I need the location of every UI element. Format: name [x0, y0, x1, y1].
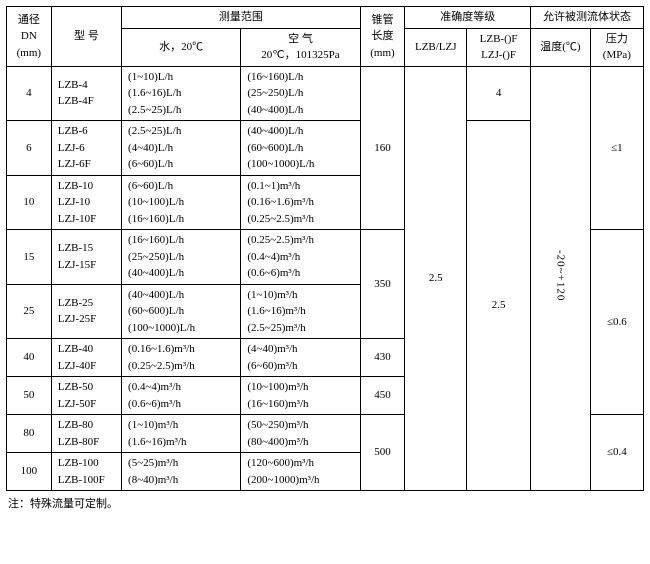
- cell-model: LZB-40LZJ-40F: [51, 339, 121, 377]
- th-acc1: LZB/LZJ: [405, 28, 467, 66]
- cell-len160: 160: [360, 66, 405, 230]
- cell-dn: 15: [7, 230, 52, 285]
- cell-press1: ≤1: [590, 66, 643, 230]
- cell-model: LZB-25LZJ-25F: [51, 284, 121, 339]
- cell-air: (0.25~2.5)m³/h(0.4~4)m³/h(0.6~6)m³/h: [241, 230, 360, 285]
- cell-acc-f-4: 4: [467, 66, 531, 121]
- cell-air: (40~400)L/h(60~600)L/h(100~1000)L/h: [241, 121, 360, 176]
- cell-air: (1~10)m³/h(1.6~16)m³/h(2.5~25)m³/h: [241, 284, 360, 339]
- cell-air: (0.1~1)m³/h(0.16~1.6)m³/h(0.25~2.5)m³/h: [241, 175, 360, 230]
- cell-len430: 430: [360, 339, 405, 377]
- cell-model: LZB-4LZB-4F: [51, 66, 121, 121]
- th-air: 空 气20℃，101325Pa: [241, 28, 360, 66]
- th-range: 测量范围: [122, 7, 361, 29]
- cell-dn: 25: [7, 284, 52, 339]
- cell-model: LZB-50LZJ-50F: [51, 377, 121, 415]
- cell-water: (40~400)L/h(60~600)L/h(100~1000)L/h: [122, 284, 241, 339]
- cell-len350: 350: [360, 230, 405, 339]
- cell-water: (0.4~4)m³/h(0.6~6)m³/h: [122, 377, 241, 415]
- cell-water: (0.16~1.6)m³/h(0.25~2.5)m³/h: [122, 339, 241, 377]
- cell-press06: ≤0.6: [590, 230, 643, 415]
- cell-air: (10~100)m³/h(16~160)m³/h: [241, 377, 360, 415]
- cell-air: (120~600)m³/h(200~1000)m³/h: [241, 453, 360, 491]
- th-fluid: 允许被测流体状态: [531, 7, 644, 29]
- cell-air: (4~40)m³/h(6~60)m³/h: [241, 339, 360, 377]
- cell-dn: 80: [7, 415, 52, 453]
- th-model: 型 号: [51, 7, 121, 67]
- header-row-1: 通径DN(mm) 型 号 测量范围 锥管长度(mm) 准确度等级 允许被测流体状…: [7, 7, 644, 29]
- cell-water: (1~10)L/h(1.6~16)L/h(2.5~25)L/h: [122, 66, 241, 121]
- cell-model: LZB-100LZB-100F: [51, 453, 121, 491]
- cell-len500: 500: [360, 415, 405, 491]
- th-accuracy: 准确度等级: [405, 7, 531, 29]
- spec-table: 通径DN(mm) 型 号 测量范围 锥管长度(mm) 准确度等级 允许被测流体状…: [6, 6, 644, 491]
- cell-model: LZB-6LZJ-6LZJ-6F: [51, 121, 121, 176]
- cell-water: (2.5~25)L/h(4~40)L/h(6~60)L/h: [122, 121, 241, 176]
- th-press: 压力(MPa): [590, 28, 643, 66]
- row-dn4: 4 LZB-4LZB-4F (1~10)L/h(1.6~16)L/h(2.5~2…: [7, 66, 644, 121]
- cell-model: LZB-10LZJ-10LZJ-10F: [51, 175, 121, 230]
- cell-acc-lzb-25: 2.5: [405, 66, 467, 491]
- cell-water: (6~60)L/h(10~100)L/h(16~160)L/h: [122, 175, 241, 230]
- th-acc2: LZB-()FLZJ-()F: [467, 28, 531, 66]
- th-dn: 通径DN(mm): [7, 7, 52, 67]
- cell-len450: 450: [360, 377, 405, 415]
- cell-water: (16~160)L/h(25~250)L/h(40~400)L/h: [122, 230, 241, 285]
- cell-temp: -20~+120: [531, 66, 591, 491]
- cell-acc-f-25: 2.5: [467, 121, 531, 491]
- cell-model: LZB-15LZJ-15F: [51, 230, 121, 285]
- cell-dn: 50: [7, 377, 52, 415]
- th-water: 水，20℃: [122, 28, 241, 66]
- temp-value: -20~+120: [552, 250, 569, 301]
- cell-dn: 40: [7, 339, 52, 377]
- cell-dn: 6: [7, 121, 52, 176]
- th-tubelen: 锥管长度(mm): [360, 7, 405, 67]
- cell-model: LZB-80LZB-80F: [51, 415, 121, 453]
- cell-press04: ≤0.4: [590, 415, 643, 491]
- cell-water: (5~25)m³/h(8~40)m³/h: [122, 453, 241, 491]
- cell-water: (1~10)m³/h(1.6~16)m³/h: [122, 415, 241, 453]
- footnote: 注：特殊流量可定制。: [6, 491, 644, 511]
- cell-air: (16~160)L/h(25~250)L/h(40~400)L/h: [241, 66, 360, 121]
- cell-air: (50~250)m³/h(80~400)m³/h: [241, 415, 360, 453]
- cell-dn: 100: [7, 453, 52, 491]
- th-temp: 温度(℃): [531, 28, 591, 66]
- cell-dn: 10: [7, 175, 52, 230]
- cell-dn: 4: [7, 66, 52, 121]
